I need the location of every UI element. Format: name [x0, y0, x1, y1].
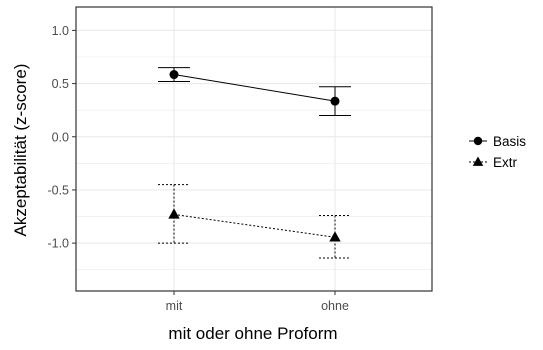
series-layer [158, 67, 351, 259]
data-point [329, 231, 341, 242]
y-tick-label: 0.5 [52, 77, 69, 91]
y-tick-label: 0.0 [52, 130, 69, 144]
x-axis-ticks: mit ohne [166, 291, 349, 313]
legend-label: Extr [493, 155, 518, 170]
x-tick-label: mit [166, 299, 183, 313]
data-point [169, 70, 179, 80]
grid-minor [76, 56, 432, 271]
x-tick-label: ohne [321, 299, 349, 313]
legend-label: Basis [493, 134, 526, 149]
y-axis-ticks: 1.0 0.5 0.0 -0.5 -1.0 [47, 24, 76, 251]
legend-item-extr: Extr [469, 155, 518, 170]
y-tick-label: -1.0 [47, 237, 69, 251]
y-axis-title: Akzeptabilität (z-score) [11, 64, 30, 237]
legend-key-marker [473, 136, 483, 146]
grid-major [76, 7, 432, 291]
legend: Basis Extr [469, 134, 526, 170]
y-tick-label: 1.0 [52, 24, 69, 38]
series-extr [158, 184, 351, 259]
y-tick-label: -0.5 [47, 183, 69, 197]
series-line [173, 74, 336, 102]
legend-key-marker [472, 156, 484, 166]
data-point [168, 208, 180, 219]
legend-item-basis: Basis [469, 134, 526, 149]
series-line [173, 213, 336, 238]
x-axis-title: mit oder ohne Proform [168, 324, 337, 343]
panel-border [75, 6, 433, 292]
series-basis [158, 67, 351, 116]
data-point [330, 96, 340, 106]
